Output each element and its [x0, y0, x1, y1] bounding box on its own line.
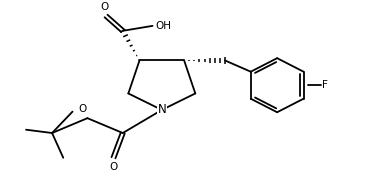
Text: F: F — [322, 80, 328, 90]
Text: O: O — [79, 104, 87, 114]
Text: O: O — [109, 162, 118, 172]
Text: OH: OH — [155, 21, 171, 31]
Text: O: O — [100, 2, 108, 12]
Text: N: N — [157, 103, 166, 116]
